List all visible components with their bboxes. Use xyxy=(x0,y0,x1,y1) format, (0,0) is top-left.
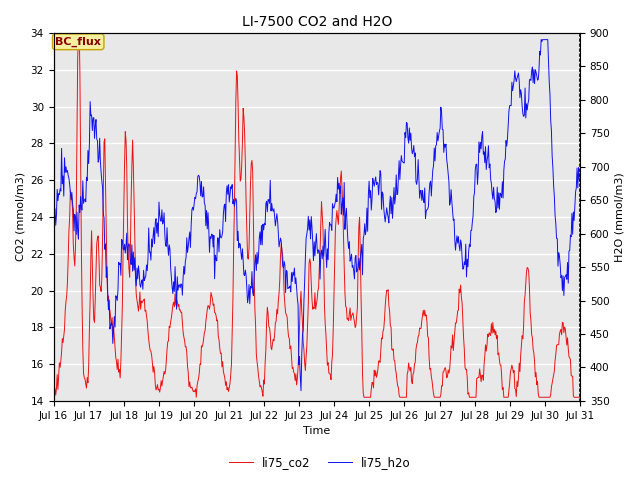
li75_co2 xyxy=(114,357,122,362)
Text: BC_flux: BC_flux xyxy=(55,36,101,47)
li75_co2 xyxy=(50,394,58,399)
Title: LI-7500 CO2 and H2O: LI-7500 CO2 and H2O xyxy=(241,15,392,29)
li75_co2 xyxy=(576,395,584,400)
li75_co2 xyxy=(196,361,204,367)
li75_h2o xyxy=(576,178,584,184)
Line: li75_co2: li75_co2 xyxy=(54,24,580,397)
li75_h2o xyxy=(297,388,305,394)
li75_h2o xyxy=(60,173,67,179)
li75_co2 xyxy=(193,395,200,400)
Y-axis label: CO2 (mmol/m3): CO2 (mmol/m3) xyxy=(15,172,25,262)
li75_co2 xyxy=(75,21,83,26)
li75_h2o xyxy=(397,163,404,168)
li75_h2o xyxy=(538,37,545,43)
Line: li75_h2o: li75_h2o xyxy=(54,40,580,391)
li75_h2o xyxy=(195,172,202,178)
li75_co2 xyxy=(397,395,405,400)
li75_h2o xyxy=(381,219,389,225)
X-axis label: Time: Time xyxy=(303,426,330,436)
li75_co2 xyxy=(168,315,175,321)
li75_h2o xyxy=(167,265,175,271)
Y-axis label: H2O (mmol/m3): H2O (mmol/m3) xyxy=(615,172,625,262)
li75_h2o xyxy=(113,298,121,303)
li75_co2 xyxy=(60,339,67,345)
li75_h2o xyxy=(50,210,58,216)
li75_co2 xyxy=(382,294,390,300)
Legend: li75_co2, li75_h2o: li75_co2, li75_h2o xyxy=(224,452,416,474)
